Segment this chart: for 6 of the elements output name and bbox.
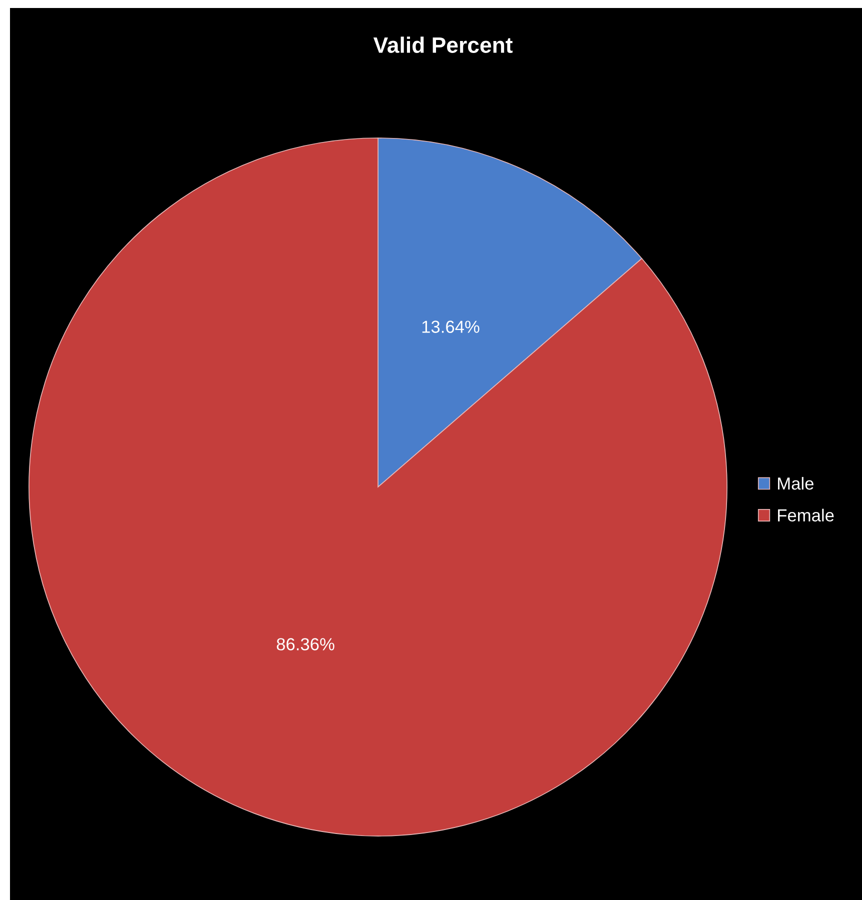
- data-label: 13.64%: [422, 320, 480, 333]
- legend-label: Male: [778, 476, 814, 490]
- data-label: 86.36%: [276, 638, 334, 650]
- pie-slice: [28, 138, 728, 836]
- chart-title: Valid Percent: [373, 36, 513, 53]
- legend-label: Female: [778, 508, 834, 522]
